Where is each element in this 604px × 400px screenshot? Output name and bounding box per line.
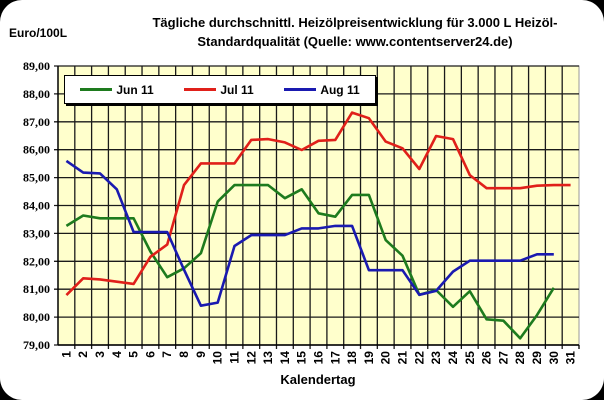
- x-tick-label: 9: [194, 351, 208, 358]
- chart-title-line-2: Standardqualität (Quelle: www.contentser…: [197, 34, 513, 49]
- y-axis-ticks: 79,00 80,00 81,00 82,00 83,00 84,00 85,00 86,00…: [23, 59, 50, 352]
- legend-label-aug: Aug 11: [320, 82, 360, 97]
- x-tick-label: 23: [429, 351, 443, 365]
- x-tick-label: 27: [496, 351, 510, 365]
- x-tick-label: 21: [396, 351, 410, 365]
- x-tick-label: 6: [143, 351, 157, 358]
- y-tick-label: 84,00: [23, 199, 50, 213]
- x-tick-label: 5: [127, 351, 141, 358]
- x-tick-label: 15: [295, 351, 309, 365]
- legend-label-jul: Jul 11: [220, 82, 254, 97]
- series-line-aug-11: [65, 159, 554, 308]
- x-tick-label: 4: [110, 351, 124, 358]
- x-tick-label: 19: [362, 351, 376, 365]
- legend-label-jun: Jun 11: [116, 82, 154, 97]
- legend: Jun 11 Jul 11 Aug 11: [64, 75, 376, 104]
- legend-item-jun: Jun 11: [80, 82, 154, 97]
- x-tick-label: 7: [160, 351, 174, 358]
- legend-swatch-jun: [80, 88, 113, 91]
- y-tick-label: 83,00: [23, 226, 50, 240]
- x-tick-label: 24: [446, 351, 460, 365]
- y-tick-label: 82,00: [23, 254, 50, 268]
- y-tick-label: 89,00: [23, 59, 50, 73]
- chart-title: Tägliche durchschnittl. Heizölpreisentwi…: [130, 13, 580, 51]
- x-tick-label: 17: [328, 351, 342, 365]
- y-tick-label: 88,00: [23, 87, 50, 101]
- y-tick-label: 85,00: [23, 171, 50, 185]
- x-tick-label: 10: [211, 351, 225, 365]
- y-tick-label: 81,00: [23, 282, 50, 296]
- series-line-jun-11: [65, 183, 555, 340]
- gridlines: [54, 65, 580, 349]
- x-tick-label: 29: [530, 351, 544, 365]
- x-tick-label: 20: [379, 351, 393, 365]
- x-tick-label: 8: [177, 351, 191, 358]
- chart-title-line-1: Tägliche durchschnittl. Heizölpreisentwi…: [152, 15, 558, 30]
- x-tick-label: 16: [312, 351, 326, 365]
- x-tick-label: 26: [480, 351, 494, 365]
- x-tick-label: 13: [261, 351, 275, 365]
- y-tick-label: 79,00: [23, 338, 50, 352]
- legend-item-aug: Aug 11: [284, 82, 360, 97]
- x-tick-label: 11: [227, 351, 241, 364]
- series-line-jul-11: [65, 111, 571, 297]
- x-tick-label: 2: [76, 351, 90, 358]
- y-tick-label: 87,00: [23, 115, 50, 129]
- x-axis-ticks: 1 2 3 4 5 6 7 8 9 10 11 12 13 14 15 16 17 18 19 20 21 22 23 24 2…: [59, 351, 577, 365]
- y-tick-label: 80,00: [23, 310, 50, 324]
- x-tick-label: 12: [244, 351, 258, 365]
- x-axis-label: Kalendertag: [280, 372, 356, 387]
- x-tick-label: 1: [59, 351, 73, 358]
- x-tick-label: 30: [547, 351, 561, 365]
- x-tick-label: 22: [412, 351, 426, 365]
- legend-swatch-aug: [284, 88, 317, 91]
- legend-item-jul: Jul 11: [184, 82, 254, 97]
- x-tick-label: 25: [463, 351, 477, 365]
- y-axis-label: Euro/100L: [9, 26, 68, 40]
- legend-swatch-jul: [184, 88, 217, 91]
- x-tick-label: 14: [278, 351, 292, 365]
- x-tick-label: 31: [564, 351, 578, 365]
- x-tick-label: 18: [345, 351, 359, 365]
- x-tick-label: 28: [513, 351, 527, 365]
- x-tick-label: 3: [93, 351, 107, 358]
- data-series: [65, 111, 571, 340]
- y-tick-label: 86,00: [23, 143, 50, 157]
